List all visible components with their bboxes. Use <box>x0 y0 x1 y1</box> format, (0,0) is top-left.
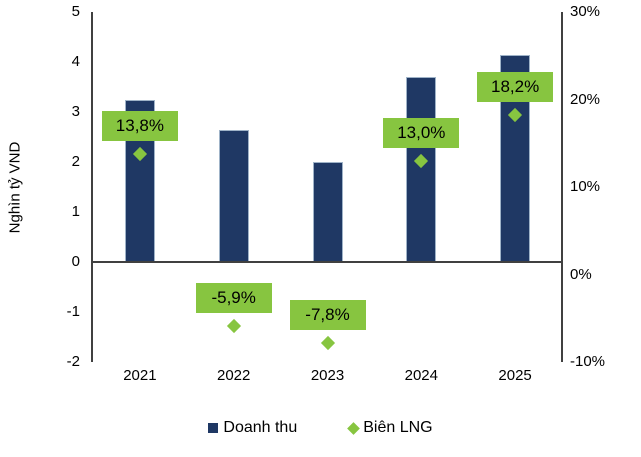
margin-diamond-2023 <box>320 335 335 350</box>
bar-2024 <box>406 77 437 262</box>
right-axis-line <box>561 12 563 362</box>
left-tick-1: 1 <box>71 203 80 220</box>
bar-2023 <box>312 162 343 262</box>
margin-diamond-2022 <box>226 319 241 334</box>
margin-label-2023: -7,8% <box>289 299 366 330</box>
margin-label-2022: -5,9% <box>195 283 272 314</box>
right-tick-20: 20% <box>570 90 601 108</box>
left-tick-4: 4 <box>71 53 80 70</box>
legend-label: Doanh thu <box>223 419 298 436</box>
legend-label: Biên LNG <box>363 419 433 436</box>
right-tick-10: 10% <box>570 178 601 195</box>
left-tick--2: -2 <box>66 353 80 370</box>
legend-item-doanh-thu: Doanh thu <box>208 419 297 437</box>
margin-label-2024: 13,0% <box>383 117 460 148</box>
left-axis-line <box>91 12 93 362</box>
right-tick-0: 0% <box>570 265 592 283</box>
legend: Doanh thu Biên LNG <box>0 419 641 437</box>
bar-2022 <box>218 129 249 262</box>
left-tick-3: 3 <box>71 103 80 120</box>
right-tick-30: 30% <box>570 3 601 20</box>
x-label-2024: 2024 <box>404 367 438 384</box>
left-tick--1: -1 <box>66 303 80 320</box>
x-label-2021: 2021 <box>123 367 157 384</box>
x-label-2022: 2022 <box>217 367 251 384</box>
left-tick-0: 0 <box>71 253 80 270</box>
x-label-2025: 2025 <box>498 367 532 384</box>
margin-label-2021: 13,8% <box>101 110 178 141</box>
left-tick-5: 5 <box>71 3 80 20</box>
margin-label-2025: 18,2% <box>477 72 554 103</box>
zero-line <box>93 261 562 263</box>
left-axis-title: Nghìn tỷ VND <box>6 141 24 233</box>
diamond-marker-icon <box>347 421 361 435</box>
right-tick--10: -10% <box>570 353 606 370</box>
x-label-2023: 2023 <box>310 367 345 384</box>
left-tick-2: 2 <box>71 153 80 170</box>
square-marker-icon <box>208 423 219 433</box>
left-axis-title-wrap: Nghìn tỷ VND <box>2 12 28 362</box>
legend-item-bi-n-lng: Biên LNG <box>347 419 433 437</box>
